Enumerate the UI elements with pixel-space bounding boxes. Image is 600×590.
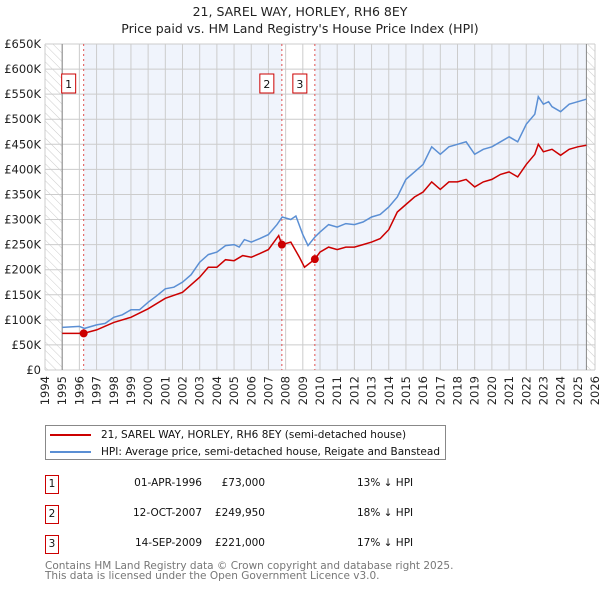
y-tick-label: £550K <box>4 87 41 101</box>
y-tick-label: £600K <box>4 62 41 76</box>
table-row: 2 12-OCT-2007 £249,950 18% ↓ HPI <box>45 505 445 525</box>
x-tick-label: 1997 <box>90 376 104 405</box>
price-chart: 1994 1995 1996 1997 1998 1999 2000 2001 2002 2003… <box>4 37 600 405</box>
x-tick-label: 2007 <box>261 376 275 405</box>
x-tick-label: 2005 <box>227 376 241 405</box>
sale-date: 01-APR-1996 <box>134 477 202 489</box>
sale-number-badge: 2 <box>45 505 59 524</box>
y-tick-label: £50K <box>12 338 42 352</box>
sale-label-box <box>61 73 77 94</box>
sale-label: 2 <box>263 78 270 91</box>
y-tick-label: £400K <box>4 162 41 176</box>
x-tick-label: 2013 <box>365 376 379 405</box>
chart-title: 21, SAREL WAY, HORLEY, RH6 8EY <box>192 4 408 19</box>
x-tick-label: 2009 <box>296 376 310 405</box>
legend-label: 21, SAREL WAY, HORLEY, RH6 8EY (semi-det… <box>101 429 407 441</box>
sale-price: £249,950 <box>214 507 265 519</box>
y-tick-label: £300K <box>4 213 41 227</box>
y-tick-label: £350K <box>4 187 41 201</box>
legend-swatch-blue <box>50 451 91 453</box>
chart-subtitle: Price paid vs. HM Land Registry's House … <box>121 21 479 36</box>
sale-point <box>79 329 88 338</box>
x-tick-label: 1995 <box>55 376 69 405</box>
x-tick-label: 2024 <box>554 376 568 405</box>
y-tick-label: £0 <box>26 363 41 377</box>
sale-point <box>277 240 286 249</box>
x-tick-label: 2003 <box>193 376 207 405</box>
x-tick-label: 2025 <box>571 376 585 405</box>
footer-licence: This data is licensed under the Open Gov… <box>45 570 380 582</box>
sale-date: 12-OCT-2007 <box>133 507 202 519</box>
sale-label-box <box>259 73 275 94</box>
legend-label: HPI: Average price, semi-detached house,… <box>101 446 440 458</box>
y-tick-label: £100K <box>4 313 41 327</box>
y-tick-label: £650K <box>4 37 41 51</box>
x-tick-label: 2011 <box>330 376 344 405</box>
x-tick-label: 2019 <box>468 376 482 405</box>
x-tick-label: 2021 <box>502 376 516 405</box>
sale-label: 3 <box>296 78 303 91</box>
sale-price: £221,000 <box>214 537 265 549</box>
sale-hpi-diff: 18% ↓ HPI <box>357 507 414 519</box>
table-row: 1 01-APR-1996 £73,000 13% ↓ HPI <box>45 475 445 495</box>
x-tick-label: 1999 <box>124 376 138 405</box>
x-tick-label: 1994 <box>38 376 52 405</box>
x-tick-label: 2001 <box>158 376 172 405</box>
y-tick-label: £150K <box>4 288 41 302</box>
y-tick-label: £200K <box>4 263 41 277</box>
ownership-shading <box>314 44 587 370</box>
x-tick-label: 2000 <box>141 376 155 405</box>
x-tick-label: 2022 <box>519 376 533 405</box>
x-tick-label: 2002 <box>176 376 190 405</box>
legend-swatch-red <box>50 434 91 436</box>
x-tick-label: 2004 <box>210 376 224 405</box>
x-tick-label: 2020 <box>485 376 499 405</box>
x-tick-label: 2012 <box>347 376 361 405</box>
x-tick-label: 2017 <box>433 376 447 405</box>
y-tick-label: £500K <box>4 112 41 126</box>
sale-hpi-diff: 17% ↓ HPI <box>357 537 414 549</box>
sale-number-badge: 3 <box>45 535 59 554</box>
x-tick-label: 2026 <box>588 376 600 405</box>
y-tick-label: £450K <box>4 137 41 151</box>
x-tick-label: 2006 <box>244 376 258 405</box>
table-row: 3 14-SEP-2009 £221,000 17% ↓ HPI <box>45 535 445 555</box>
x-tick-label: 2016 <box>416 376 430 405</box>
x-tick-label: 1996 <box>72 376 86 405</box>
no-data-hatch <box>586 44 595 370</box>
legend: 21, SAREL WAY, HORLEY, RH6 8EY (semi-det… <box>45 425 446 460</box>
sale-label: 1 <box>65 78 72 91</box>
sale-label-box <box>292 73 308 94</box>
legend-item-hpi: HPI: Average price, semi-detached house,… <box>50 444 440 460</box>
y-tick-label: £250K <box>4 238 41 252</box>
x-tick-label: 2008 <box>279 376 293 405</box>
x-tick-label: 2010 <box>313 376 327 405</box>
footer-copyright: Contains HM Land Registry data © Crown c… <box>45 560 454 572</box>
x-tick-label: 2018 <box>451 376 465 405</box>
sale-price: £73,000 <box>221 477 265 489</box>
hpi-line <box>62 94 587 330</box>
price-paid-line <box>62 142 587 335</box>
legend-item-property: 21, SAREL WAY, HORLEY, RH6 8EY (semi-det… <box>50 427 406 443</box>
sale-number-badge: 1 <box>45 475 59 494</box>
sale-hpi-diff: 13% ↓ HPI <box>357 477 414 489</box>
x-tick-label: 2014 <box>382 376 396 405</box>
x-tick-label: 2023 <box>536 376 550 405</box>
no-data-hatch <box>45 44 63 370</box>
x-tick-label: 2015 <box>399 376 413 405</box>
sale-date: 14-SEP-2009 <box>134 537 202 549</box>
sale-point <box>310 255 319 264</box>
x-tick-label: 1998 <box>107 376 121 405</box>
